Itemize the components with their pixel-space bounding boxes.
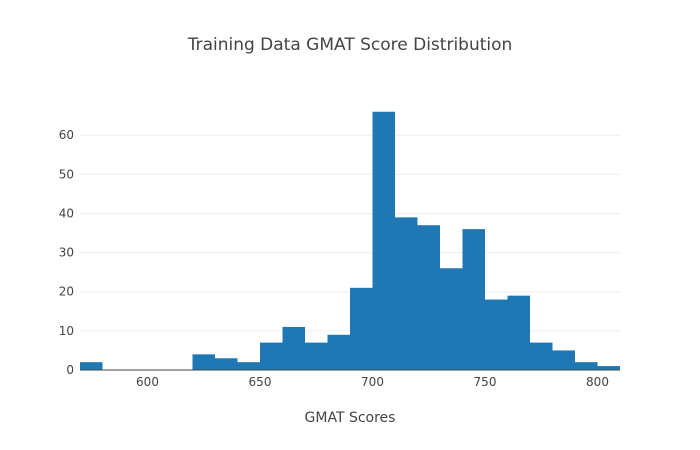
y-tick-label: 50	[59, 167, 74, 181]
histogram-bar	[260, 342, 283, 370]
y-tick-label: 30	[59, 246, 74, 260]
histogram-bar	[485, 299, 508, 370]
y-axis-ticks: 0 10 20 30 40 50 60	[59, 128, 74, 377]
histogram-bar	[507, 295, 530, 370]
x-tick-label: 650	[249, 375, 272, 389]
histogram-bar	[440, 268, 463, 370]
histogram-bar	[215, 358, 238, 370]
histogram-bar	[395, 217, 418, 370]
chart-title: Training Data GMAT Score Distribution	[187, 35, 513, 55]
x-tick-label: 750	[474, 375, 497, 389]
bars	[80, 111, 620, 370]
x-tick-label: 600	[136, 375, 159, 389]
y-tick-label: 20	[59, 285, 74, 299]
x-tick-label: 800	[586, 375, 609, 389]
histogram-bar	[192, 354, 215, 370]
histogram-bar	[372, 111, 395, 370]
histogram-bar	[552, 350, 575, 370]
histogram-bar	[350, 287, 373, 370]
histogram-bar	[462, 229, 485, 370]
histogram-bar	[417, 225, 440, 370]
x-axis-ticks: 600 650 700 750 800	[136, 375, 609, 389]
y-tick-label: 60	[59, 128, 74, 142]
x-tick-label: 700	[361, 375, 384, 389]
histogram-bar	[80, 362, 103, 370]
y-tick-label: 40	[59, 206, 74, 220]
y-tick-label: 0	[66, 363, 74, 377]
histogram-bar	[327, 334, 350, 370]
y-tick-label: 10	[59, 324, 74, 338]
histogram-bar	[237, 362, 260, 370]
histogram-bar	[530, 342, 553, 370]
histogram-bar	[597, 366, 620, 370]
histogram-bar	[575, 362, 598, 370]
histogram-bar	[305, 342, 328, 370]
histogram-bar	[282, 326, 305, 370]
x-axis-title: GMAT Scores	[305, 410, 396, 426]
